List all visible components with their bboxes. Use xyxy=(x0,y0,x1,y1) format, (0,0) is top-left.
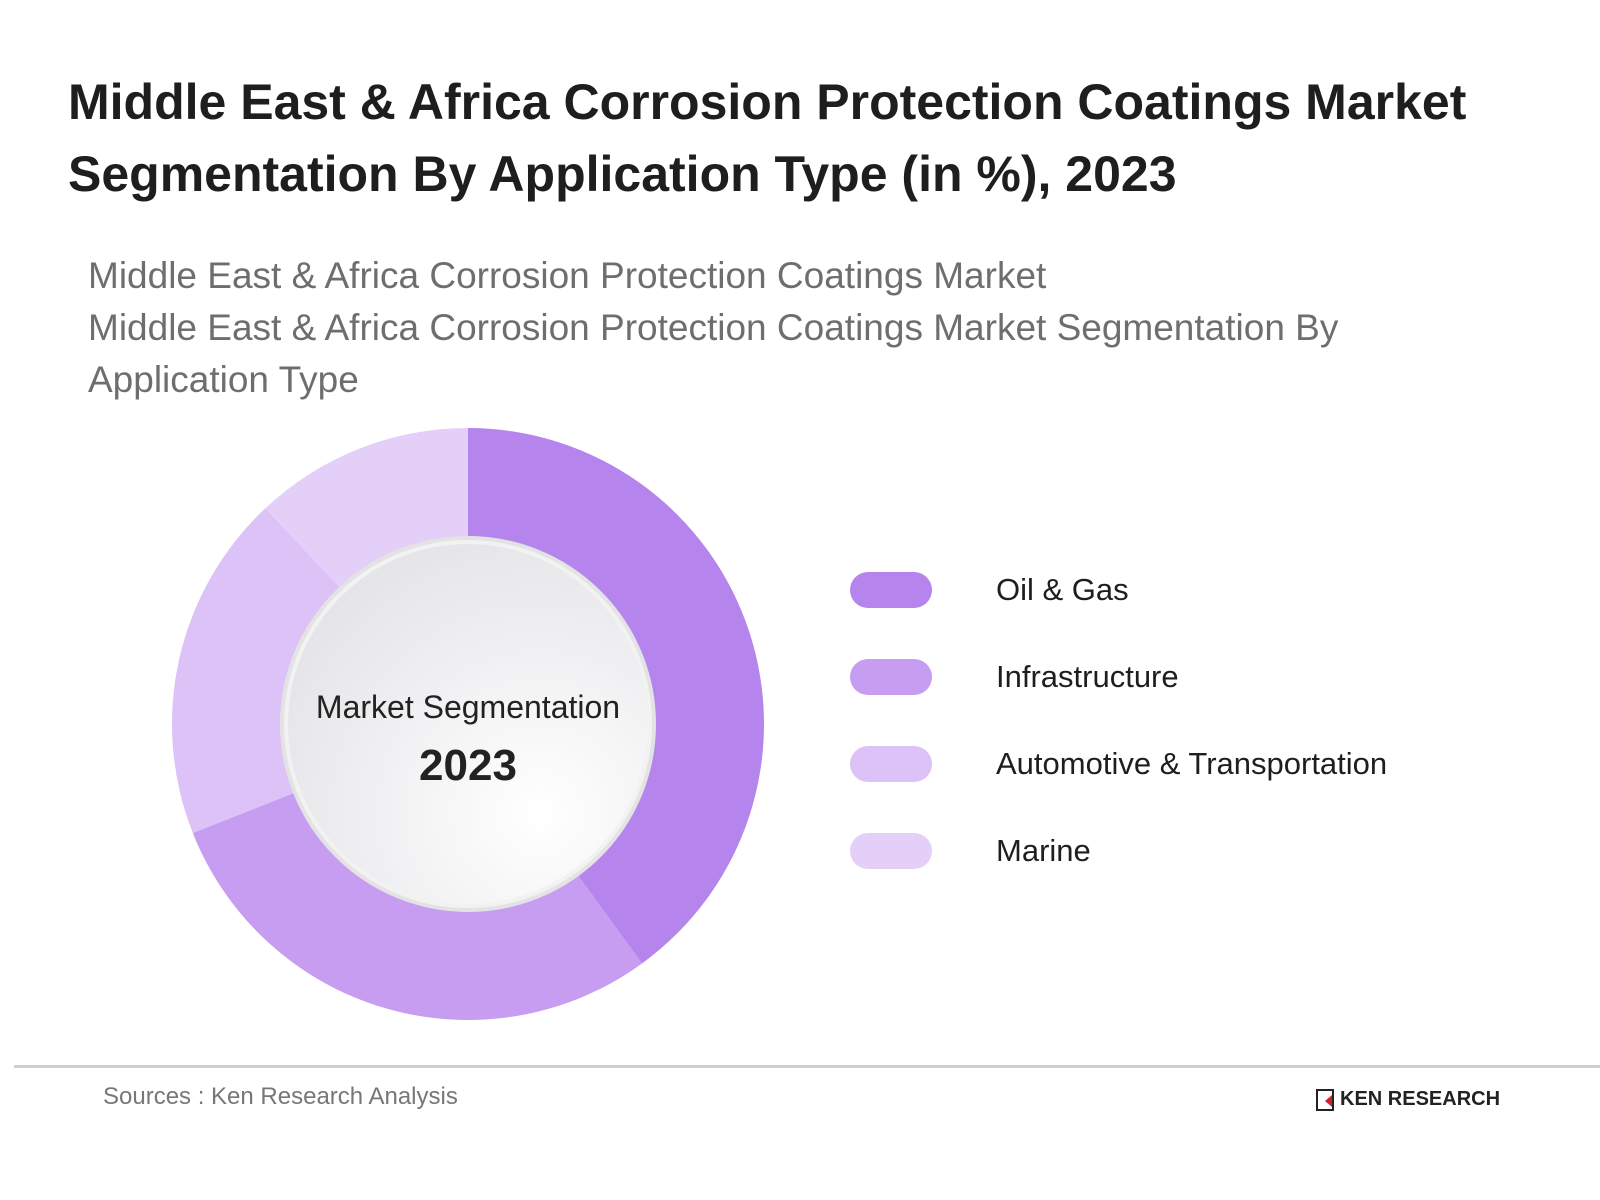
ken-research-logo: KEN RESEARCH xyxy=(1316,1088,1500,1111)
chart-title: Middle East & Africa Corrosion Protectio… xyxy=(68,74,1467,202)
legend-label: Automotive & Transportation xyxy=(996,746,1388,781)
chart-subtitle: Middle East & Africa Corrosion Protectio… xyxy=(88,250,1448,406)
subtitle-line-2: Middle East & Africa Corrosion Protectio… xyxy=(88,307,1339,400)
legend-swatch xyxy=(850,659,932,695)
legend-swatch xyxy=(850,746,932,782)
legend-label: Marine xyxy=(996,833,1091,868)
source-note: Sources : Ken Research Analysis xyxy=(103,1083,458,1110)
footer-divider xyxy=(14,1065,1600,1068)
center-label: Market Segmentation xyxy=(316,689,620,725)
center-value: 2023 xyxy=(419,741,517,790)
legend: Oil & Gas Infrastructure Automotive & Tr… xyxy=(850,572,1387,920)
legend-item-oil-gas: Oil & Gas xyxy=(850,572,1387,608)
legend-label: Oil & Gas xyxy=(996,572,1129,607)
donut-slice-infrastructure xyxy=(192,792,642,1021)
donut-slice-automotive-transportation xyxy=(172,508,341,833)
legend-item-marine: Marine xyxy=(850,833,1387,869)
legend-label: Infrastructure xyxy=(996,659,1179,694)
logo-mark-icon xyxy=(1316,1088,1334,1111)
subtitle-line-1: Middle East & Africa Corrosion Protectio… xyxy=(88,255,1047,296)
logo-text: KEN RESEARCH xyxy=(1340,1088,1501,1110)
legend-item-automotive: Automotive & Transportation xyxy=(850,746,1387,782)
legend-swatch xyxy=(850,572,932,608)
donut-center-fill xyxy=(288,544,648,904)
donut-slice-oil-gas xyxy=(468,428,765,964)
legend-swatch xyxy=(850,833,932,869)
donut-slice-marine xyxy=(265,428,468,589)
legend-item-infrastructure: Infrastructure xyxy=(850,659,1387,695)
